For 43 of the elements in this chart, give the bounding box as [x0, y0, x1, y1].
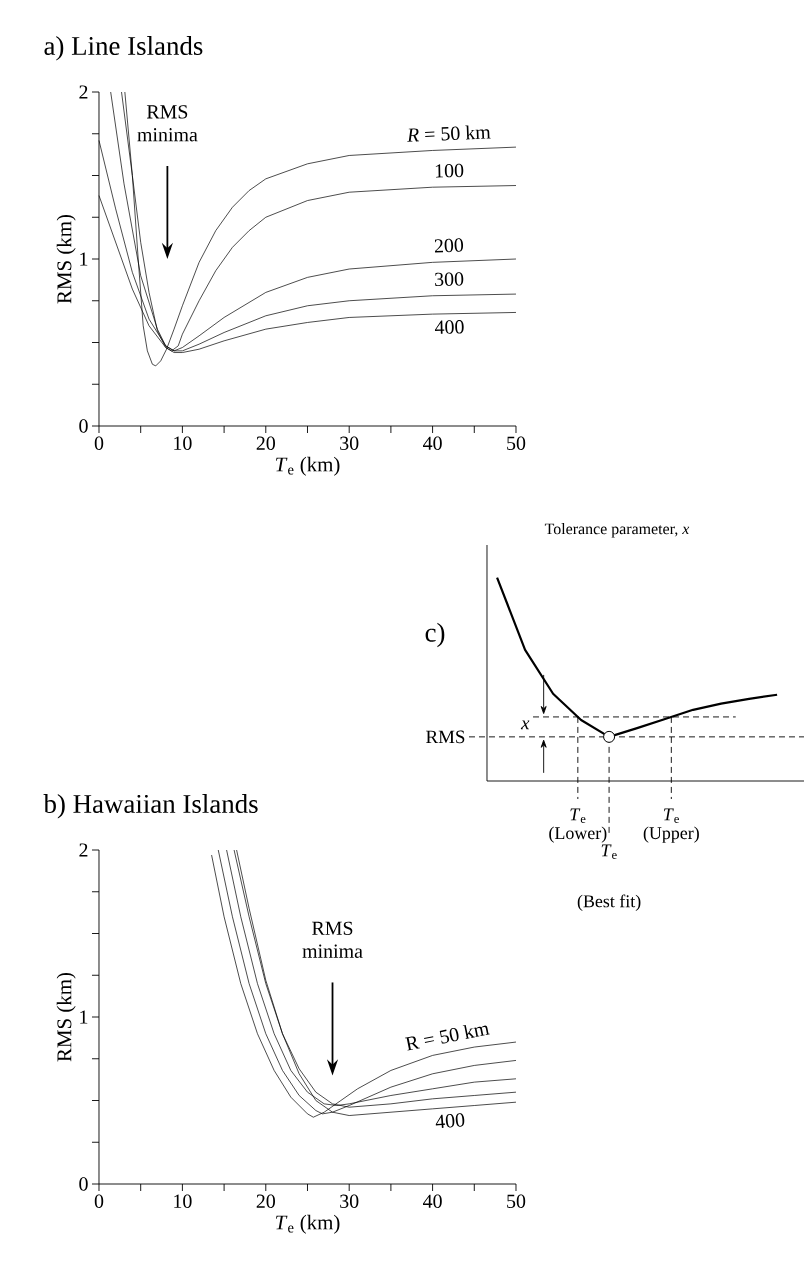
x-axis-title: T$_{e}$ (km) [275, 456, 340, 476]
x-tick-label: 0 [94, 1194, 103, 1208]
text: (Lower) [549, 826, 607, 843]
x-tick-label: 20 [256, 1194, 275, 1208]
ref-line-label: RMS [425, 730, 465, 744]
text: (Best fit) [577, 894, 641, 911]
series-label: 300 [434, 272, 464, 287]
x-axis-title: T$_{e}$ (km) [275, 1214, 340, 1234]
x-tick-label: 0 [94, 436, 103, 450]
annotation: RMS minima [302, 921, 363, 958]
y-tick-label: 2 [79, 85, 88, 99]
x-tick-label: 20 [256, 436, 275, 450]
y-tick-label: 1 [80, 252, 88, 266]
x-tick-label: 30 [339, 1194, 359, 1208]
y-tick-label: 2 [79, 843, 88, 857]
x-tick-label: 40 [422, 1194, 442, 1208]
x-tick-label: 50 [506, 1194, 525, 1208]
text: c) [425, 622, 445, 648]
chart-subtitle: Tolerance parameter, x [544, 523, 689, 538]
chart-title: a) Line Islands [44, 36, 203, 61]
text: T$_{e}$ [663, 808, 679, 823]
series-label: 200 [434, 238, 463, 253]
chart-title: b) Hawaiian Islands [43, 794, 258, 819]
x-tick-label: 50 [506, 436, 525, 450]
series-label: 400 [435, 1113, 465, 1128]
series-label: 100 [435, 163, 464, 178]
text: (Upper) [643, 826, 699, 843]
x-tick-label: 40 [422, 436, 442, 450]
series-label: R = 50 km [406, 125, 491, 142]
x-tick-label: 30 [339, 436, 359, 450]
text: T$_{e}$ [570, 808, 586, 823]
y-tick-label: 1 [80, 1010, 88, 1024]
annotation: RMS minima [137, 105, 198, 142]
y-tick-label: 0 [79, 1177, 88, 1191]
y-axis-title: RMS (km) [56, 972, 76, 1062]
ref-line-label: x [520, 720, 530, 730]
y-axis-title: RMS (km) [56, 214, 76, 304]
text: R = 50 km [404, 1024, 490, 1051]
series-label: 400 [434, 320, 464, 334]
x-tick-label: 10 [173, 436, 192, 450]
y-tick-label: 0 [79, 419, 88, 433]
text: T$_{e}$ [601, 844, 617, 859]
x-tick-label: 10 [173, 1194, 192, 1208]
